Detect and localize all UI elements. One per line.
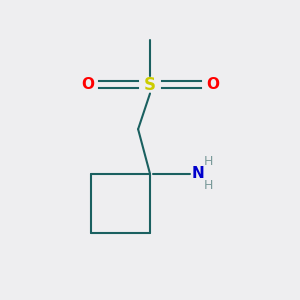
Text: N: N — [191, 166, 204, 181]
Text: S: S — [144, 76, 156, 94]
Text: O: O — [81, 77, 94, 92]
Text: O: O — [206, 77, 219, 92]
Text: H: H — [203, 179, 213, 192]
Text: H: H — [203, 155, 213, 168]
